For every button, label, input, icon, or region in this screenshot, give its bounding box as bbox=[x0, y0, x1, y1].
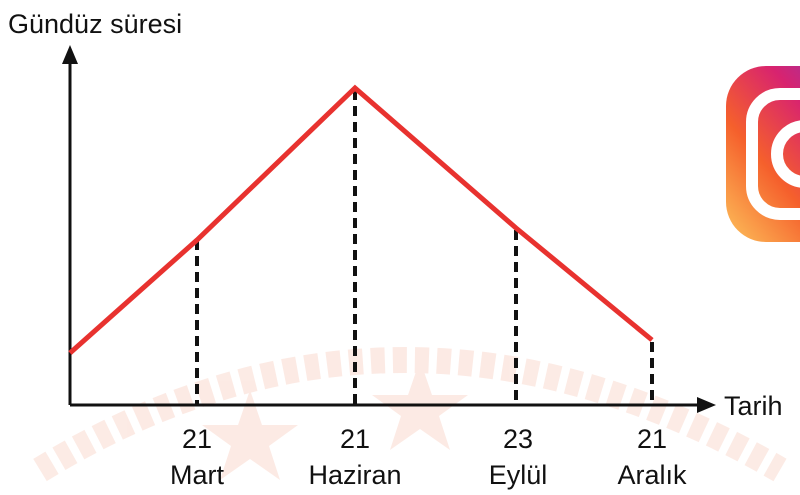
date-day: 21 bbox=[340, 424, 370, 454]
date-month: Mart bbox=[170, 460, 224, 490]
diagram: Gündüz süresi Tarih 21 Mart 21 Haziran 2… bbox=[0, 0, 800, 495]
x-axis-label: Tarih bbox=[724, 391, 783, 421]
date-day: 21 bbox=[637, 424, 667, 454]
y-arrow bbox=[62, 45, 78, 64]
date-day: 21 bbox=[182, 424, 212, 454]
date-month: Eylül bbox=[489, 460, 548, 490]
day-length-line bbox=[70, 88, 652, 353]
instagram-icon bbox=[726, 66, 800, 242]
date-day: 23 bbox=[503, 424, 533, 454]
page: {"axes": {"y_label": "Gündüz süresi", "x… bbox=[0, 0, 800, 495]
date-month: Haziran bbox=[308, 460, 401, 490]
y-axis-label: Gündüz süresi bbox=[8, 9, 182, 39]
x-arrow bbox=[697, 397, 716, 413]
date-month: Aralık bbox=[617, 460, 687, 490]
